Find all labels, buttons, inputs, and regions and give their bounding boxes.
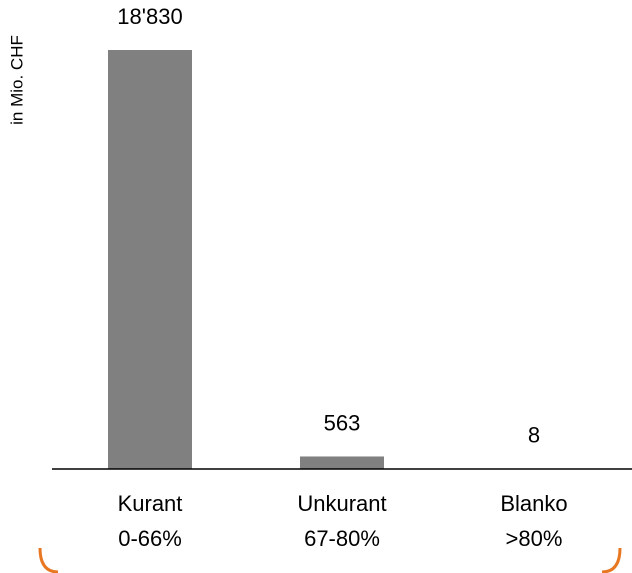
decor-arc: [38, 547, 59, 573]
x-tick-label: Blanko >80%: [500, 491, 567, 551]
decor-arc: [601, 547, 622, 573]
value-label: 563: [324, 410, 361, 435]
value-label: 18'830: [117, 4, 182, 29]
bar: [108, 50, 192, 469]
x-tick-label: Kurant 0-66%: [118, 491, 183, 551]
y-axis-label: in Mio. CHF: [7, 35, 26, 125]
x-tick-label: Unkurant 67-80%: [297, 491, 386, 551]
value-label: 8: [528, 423, 540, 448]
bar: [300, 456, 384, 469]
